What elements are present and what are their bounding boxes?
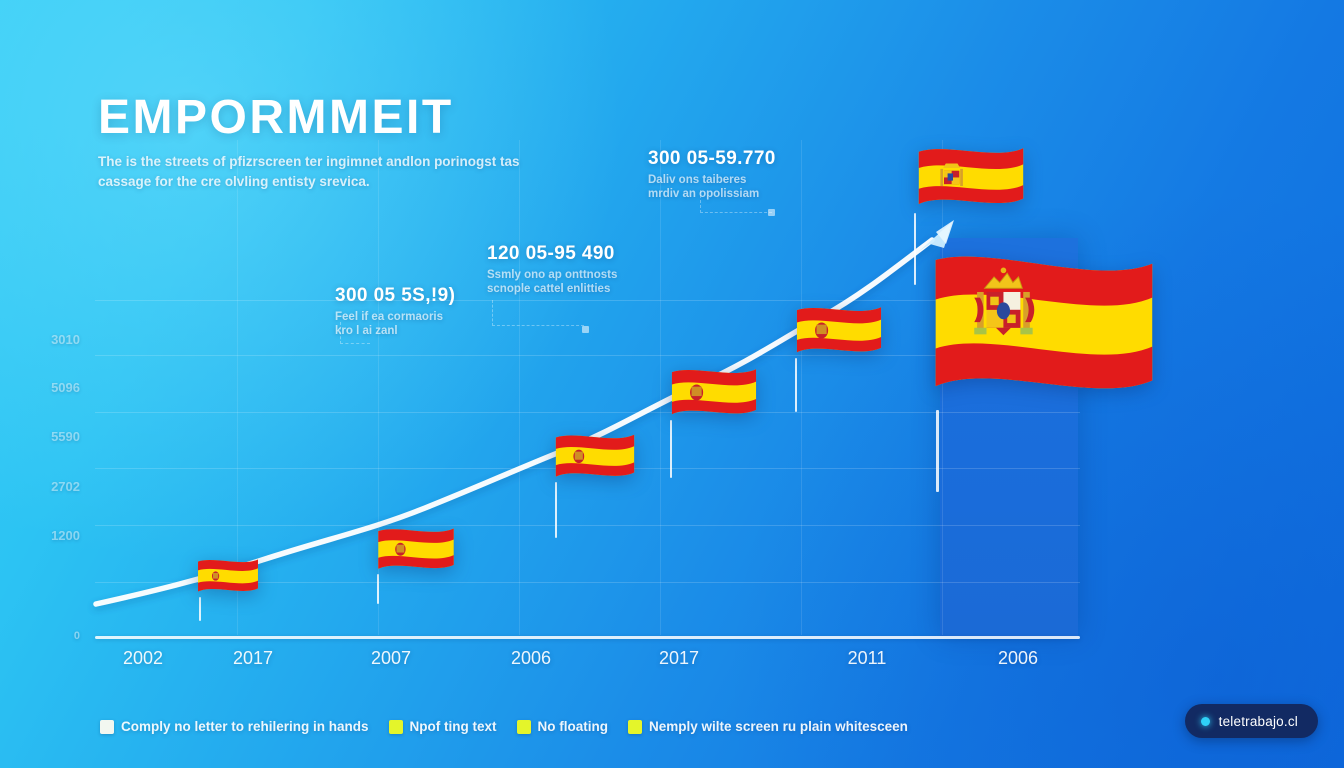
y-axis-tick: 3010: [51, 332, 80, 347]
spain-flag-icon: [671, 369, 757, 415]
coat-of-arms-icon: [940, 163, 963, 186]
spain-flag-marker: [553, 428, 637, 538]
annotation-value: 300 05-59.770: [648, 148, 776, 169]
annotation-value: 120 05-95 490: [487, 243, 615, 264]
annotation-connector: [700, 190, 772, 213]
x-axis-tick: 2017: [658, 648, 700, 668]
annotation-callout: 120 05-95 490 Ssmly ono ap onttnosts scn…: [487, 243, 617, 296]
y-axis-tick: 5096: [51, 380, 80, 395]
x-axis-tick: 2006: [510, 648, 552, 668]
x-axis-tick: 2011: [847, 648, 887, 668]
legend-swatch: [516, 719, 531, 734]
flag-pole: [555, 482, 557, 538]
spain-flag-icon: [796, 307, 882, 353]
flag-pole: [670, 420, 672, 478]
page-subtitle: The is the streets of pfizrscreen ter in…: [98, 154, 520, 189]
flag-pole: [199, 597, 201, 621]
spain-flag-hero: [930, 238, 1156, 492]
gridline-vertical: [519, 140, 520, 635]
spain-flag-marker: [668, 362, 760, 478]
legend-swatch: [388, 719, 403, 734]
spain-flag-icon: [378, 528, 454, 569]
spain-flag-icon: [935, 256, 1153, 389]
brand-badge[interactable]: teletrabajo.cl: [1184, 704, 1318, 738]
legend-item[interactable]: Npof ting text: [388, 719, 497, 734]
x-axis-tick: 2007: [370, 648, 412, 668]
annotation-callout: 300 05 5S,!9) Feel if ea cormaoris kro l…: [335, 285, 455, 338]
x-axis-line: [95, 636, 1080, 639]
flag-pole: [914, 213, 916, 285]
annotation-desc: Daliv ons taiberes mrdiv an opolissiam: [648, 174, 760, 200]
spain-flag-icon: [918, 148, 1024, 204]
legend-label: No floating: [537, 719, 609, 734]
legend-label: Nemply wilte screen ru plain whitesceen: [649, 719, 908, 734]
legend-label: Comply no letter to rehilering in hands: [121, 719, 369, 734]
spain-flag-marker: [912, 141, 1030, 285]
page-title: EMPORMMEIT: [98, 91, 454, 144]
y-axis-tick: 2702: [51, 479, 80, 494]
legend-label: Npof ting text: [409, 719, 497, 734]
x-axis-tick: 2006: [997, 648, 1039, 668]
annotation-desc: Ssmly ono ap onttnosts scnople cattel en…: [487, 269, 618, 295]
y-axis-tick: 0: [73, 630, 80, 642]
annotation-connector-dot: [768, 209, 775, 216]
legend-item[interactable]: Comply no letter to rehilering in hands: [100, 719, 369, 734]
legend-swatch: [100, 719, 114, 734]
spain-flag-icon: [555, 434, 635, 477]
y-axis-tick: 5590: [51, 429, 80, 444]
flag-pole: [377, 574, 379, 604]
status-dot-icon: [1200, 716, 1210, 726]
spain-flag-marker: [793, 300, 885, 412]
spain-flag-marker: [375, 522, 457, 604]
x-axis-tick: 2002: [122, 648, 164, 668]
flag-pole: [795, 358, 797, 412]
y-axis-tick: 1200: [51, 528, 80, 543]
annotation-callout: 300 05-59.770 Daliv ons taiberes mrdiv a…: [648, 148, 776, 201]
spain-flag-marker: [197, 553, 259, 621]
annotation-value: 300 05 5S,!9): [335, 285, 456, 306]
annotation-desc: Feel if ea cormaoris kro l ai zanl: [335, 311, 444, 337]
brand-label: teletrabajo.cl: [1218, 713, 1298, 729]
legend-item[interactable]: No floating: [516, 719, 609, 734]
chart-legend: Comply no letter to rehilering in hands …: [100, 719, 908, 734]
spain-flag-icon: [198, 559, 258, 592]
x-axis-tick: 2017: [232, 648, 274, 668]
coat-of-arms-icon: [974, 267, 1035, 336]
legend-swatch: [628, 719, 643, 734]
flag-pole: [936, 410, 939, 492]
gridline-vertical: [660, 140, 661, 635]
legend-item[interactable]: Nemply wilte screen ru plain whitesceen: [628, 719, 908, 734]
gridline-vertical: [942, 140, 943, 635]
